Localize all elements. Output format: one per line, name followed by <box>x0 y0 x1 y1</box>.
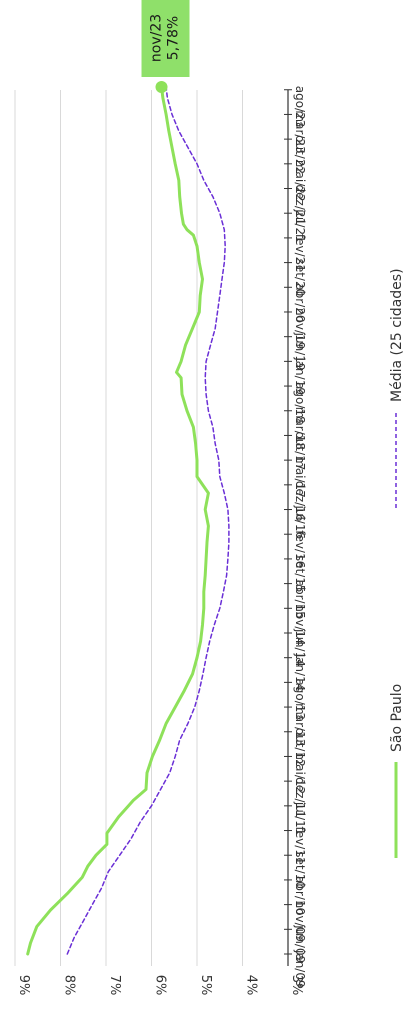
legend-label-media: Média (25 cidades) <box>389 268 405 402</box>
series-line-media <box>66 86 230 955</box>
callout: nov/23 5,78% <box>141 0 190 77</box>
series-endpoint-marker <box>155 81 168 93</box>
callout-box <box>141 0 190 77</box>
y-tick-label: 7% <box>107 975 122 996</box>
time-tick-label: fev/11 <box>293 827 307 865</box>
time-tick-label: mai/12 <box>293 752 307 794</box>
time-tick-label: set/15 <box>293 555 307 593</box>
time-tick-label: out/12 <box>293 728 307 767</box>
series-layer <box>26 81 230 956</box>
time-tick-label: mar/18 <box>293 407 307 450</box>
y-tick-label: 9% <box>16 975 31 996</box>
time-tick-label: abr/20 <box>293 283 307 322</box>
series-line-sao-paulo <box>26 85 210 956</box>
y-tick-label: 8% <box>62 975 77 996</box>
time-tick-label: nov/09 <box>293 901 307 942</box>
time-tick-label: abr/15 <box>293 580 307 619</box>
time-tick-label: dez/16 <box>293 481 307 522</box>
time-tick-label: nov/19 <box>293 308 307 349</box>
legend: São Paulo Média (25 cidades) <box>389 268 405 858</box>
time-tick-label: nov/14 <box>293 604 307 645</box>
time-tick-label: ago/23 <box>293 86 307 128</box>
time-tick-label: mai/22 <box>293 160 307 202</box>
legend-label-sao-paulo: São Paulo <box>389 684 405 752</box>
time-tick-label: dez/21 <box>293 185 307 226</box>
callout-value: 5,78% <box>166 16 182 60</box>
time-tick-label: jun/19 <box>293 332 307 371</box>
y-tick-label: 5% <box>198 975 213 996</box>
time-tick-label: fev/21 <box>293 234 307 272</box>
time-tick-label: set/10 <box>293 851 307 889</box>
time-tick-label: jul/16 <box>293 505 307 540</box>
time-tick-label: mar/13 <box>293 703 307 746</box>
time-tick-label: ago/18 <box>293 382 307 424</box>
time-tick-label: jun/14 <box>293 628 307 667</box>
y-tick-label: 6% <box>153 975 168 996</box>
grid-layer <box>14 90 243 966</box>
time-tick-label: jan/19 <box>293 356 307 395</box>
time-tick-label: set/20 <box>293 259 307 297</box>
y-tick-label: 4% <box>244 975 259 996</box>
time-tick-label: jul/11 <box>293 801 307 836</box>
time-tick-label: jan/09 <box>293 949 307 988</box>
callout-label: nov/23 <box>149 14 165 62</box>
time-tick-label: mai/17 <box>293 456 307 498</box>
time-tick-label: abr/10 <box>293 876 307 915</box>
time-tick-label: fev/16 <box>293 530 307 568</box>
time-tick-label: dez/11 <box>293 777 307 818</box>
time-tick-label: jul/21 <box>293 208 307 243</box>
time-tick-label: jan/14 <box>293 653 307 692</box>
time-tick-label: ago/13 <box>293 678 307 720</box>
y-tick-layer: 3% 4% 5% 6% 7% 8% 9% <box>16 975 304 996</box>
x-axis: jan/09jun/09nov/09abr/10set/10fev/11jul/… <box>284 86 307 988</box>
time-tick-label: out/17 <box>293 431 307 470</box>
y-tick-label: 3% <box>289 975 304 996</box>
time-tick-label: jun/09 <box>293 924 307 963</box>
time-tick-label: mar/23 <box>293 110 307 153</box>
time-tick-label: out/22 <box>293 135 307 174</box>
